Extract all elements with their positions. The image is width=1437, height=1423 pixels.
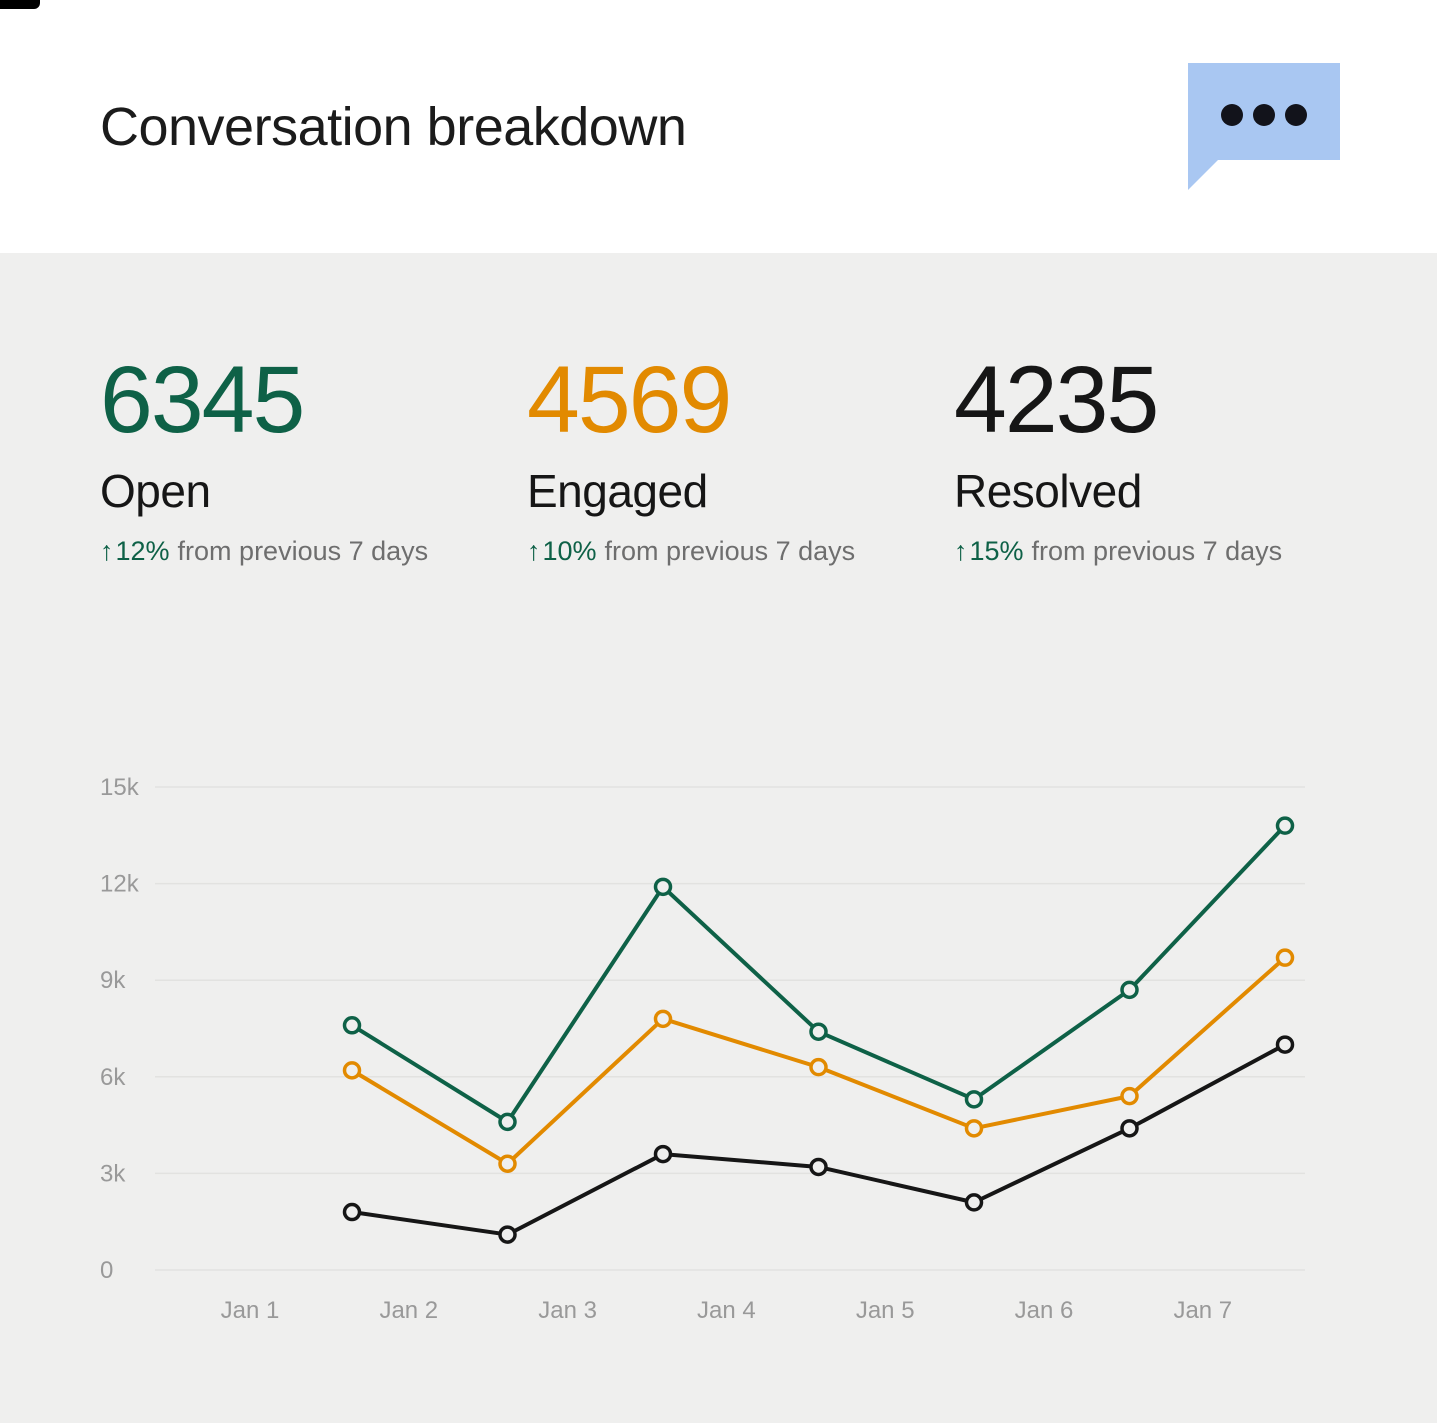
delta-percent: 10% — [542, 536, 597, 566]
stat-engaged-label: Engaged — [527, 465, 708, 517]
x-axis-label: Jan 5 — [856, 1297, 915, 1324]
y-axis-label: 15k — [100, 774, 140, 801]
data-point-engaged[interactable] — [342, 1061, 362, 1080]
page-title: Conversation breakdown — [100, 96, 687, 157]
data-point-resolved[interactable] — [1275, 1035, 1295, 1054]
stat-resolved-value: 4235 — [954, 347, 1159, 453]
stat-engaged-value: 4569 — [527, 347, 732, 453]
y-axis-label: 6k — [100, 1064, 126, 1091]
data-point-resolved[interactable] — [964, 1193, 984, 1212]
up-arrow-icon: ↑ — [100, 536, 114, 566]
stat-engaged: 4569 Engaged ↑ 10% from previous 7 days — [527, 353, 954, 567]
stat-engaged-delta: ↑ 10% from previous 7 days — [527, 536, 954, 567]
kpi-stats-row: 6345 Open ↑ 12% from previous 7 days 456… — [100, 353, 1381, 567]
up-arrow-icon: ↑ — [954, 536, 968, 566]
stat-resolved-label: Resolved — [954, 465, 1142, 517]
x-axis-label: Jan 1 — [221, 1297, 280, 1324]
data-point-engaged[interactable] — [809, 1057, 828, 1077]
stat-open-label: Open — [100, 465, 211, 517]
conversations-line-chart: 0 3k 6k 9k 12k 15k Jan 1 Jan 2 Jan 3 Jan 4 Jan 5 Ja… — [100, 774, 1305, 1324]
data-point-resolved[interactable] — [498, 1225, 517, 1244]
data-point-open[interactable] — [653, 877, 673, 897]
corner-artifact — [0, 0, 40, 9]
data-point-open[interactable] — [809, 1022, 828, 1041]
y-axis-label: 9k — [100, 967, 126, 994]
data-point-open[interactable] — [342, 1016, 362, 1035]
delta-text: from previous 7 days — [604, 536, 856, 566]
data-point-resolved[interactable] — [1120, 1119, 1139, 1138]
data-point-resolved[interactable] — [809, 1157, 828, 1177]
up-arrow-icon: ↑ — [527, 536, 541, 566]
breakdown-panel: 6345 Open ↑ 12% from previous 7 days 456… — [0, 253, 1437, 1423]
x-axis-label: Jan 6 — [1015, 1297, 1074, 1324]
y-axis-label: 0 — [100, 1257, 113, 1284]
chat-bubble-shape — [1188, 63, 1340, 190]
data-point-resolved[interactable] — [342, 1202, 362, 1222]
data-point-open[interactable] — [964, 1090, 984, 1109]
menu-dot-icon — [1253, 104, 1275, 126]
chat-bubble-menu-icon[interactable] — [1188, 63, 1340, 190]
y-axis-label: 3k — [100, 1160, 126, 1187]
card-header: Conversation breakdown — [0, 0, 1437, 253]
menu-dot-icon — [1221, 104, 1243, 126]
data-point-engaged[interactable] — [1120, 1086, 1139, 1106]
data-point-resolved[interactable] — [653, 1144, 673, 1164]
menu-dot-icon — [1285, 104, 1307, 126]
data-point-open[interactable] — [498, 1112, 517, 1132]
delta-percent: 15% — [969, 536, 1024, 566]
delta-text: from previous 7 days — [1031, 536, 1283, 566]
data-point-engaged[interactable] — [498, 1154, 517, 1173]
stat-resolved: 4235 Resolved ↑ 15% from previous 7 days — [954, 353, 1381, 567]
x-axis-label: Jan 3 — [538, 1297, 597, 1324]
stat-open-value: 6345 — [100, 347, 305, 453]
x-axis-label: Jan 7 — [1173, 1297, 1232, 1324]
x-axis-label: Jan 4 — [697, 1297, 756, 1324]
y-axis-label: 12k — [100, 871, 140, 898]
delta-text: from previous 7 days — [177, 536, 429, 566]
data-point-engaged[interactable] — [1275, 948, 1295, 967]
data-point-engaged[interactable] — [964, 1119, 984, 1138]
stat-resolved-delta: ↑ 15% from previous 7 days — [954, 536, 1381, 567]
x-axis-label: Jan 2 — [379, 1297, 438, 1324]
data-point-open[interactable] — [1120, 980, 1139, 1000]
data-point-engaged[interactable] — [653, 1009, 673, 1029]
data-point-open[interactable] — [1275, 816, 1295, 835]
delta-percent: 12% — [115, 536, 170, 566]
stat-open-delta: ↑ 12% from previous 7 days — [100, 536, 527, 567]
stat-open: 6345 Open ↑ 12% from previous 7 days — [100, 353, 527, 567]
